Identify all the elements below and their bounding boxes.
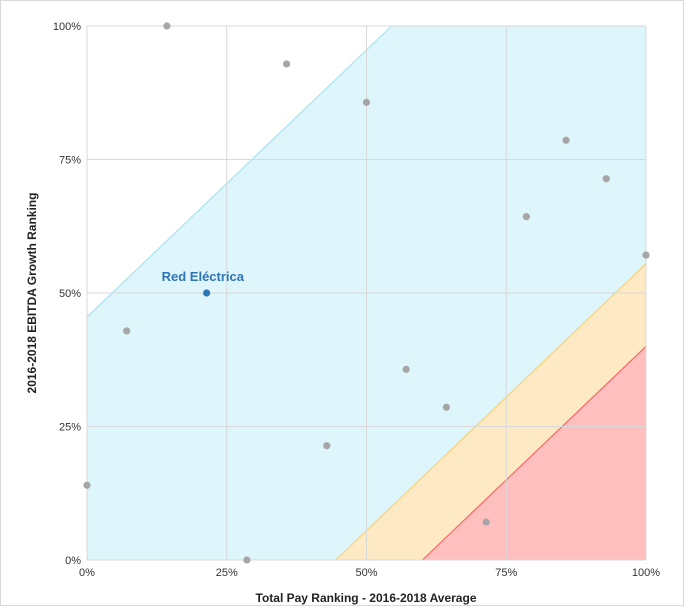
x-axis-title: Total Pay Ranking - 2016-2018 Average [256, 591, 477, 605]
highlight-label: Red Eléctrica [162, 269, 245, 284]
data-point [282, 60, 291, 68]
data-point [442, 403, 451, 411]
data-point [562, 136, 570, 144]
y-tick-label: 0% [65, 555, 81, 567]
x-tick-label: 100% [632, 567, 660, 579]
yellow-band-edge [335, 263, 647, 561]
y-tick-label: 25% [59, 422, 81, 434]
x-tick-label: 25% [216, 567, 238, 579]
y-tick-label: 50% [59, 288, 81, 300]
blue-band-edge [86, 25, 393, 318]
data-point [642, 251, 650, 259]
x-tick-label: 75% [495, 567, 517, 579]
data-point [482, 518, 490, 526]
data-point [243, 556, 251, 564]
data-point [602, 175, 610, 183]
highlight-point [203, 289, 211, 297]
y-tick-label: 75% [59, 155, 81, 167]
x-tick-label: 0% [79, 567, 95, 579]
ticks-layer: 0% 25% 50% 75% 100% 0% 25% 50% 75% 100% [53, 21, 660, 579]
data-point [163, 22, 171, 30]
data-point [362, 98, 371, 106]
grid-layer [86, 25, 647, 561]
data-point [83, 481, 91, 489]
data-point [402, 365, 410, 373]
data-point [123, 327, 131, 335]
data-point [522, 213, 530, 221]
data-point [323, 442, 331, 450]
x-tick-label: 50% [355, 567, 377, 579]
points-layer [83, 22, 650, 564]
red-band-edge [421, 345, 647, 561]
y-axis-title: 2016-2018 EBITDA Growth Ranking [25, 193, 39, 394]
y-tick-label: 100% [53, 21, 81, 33]
